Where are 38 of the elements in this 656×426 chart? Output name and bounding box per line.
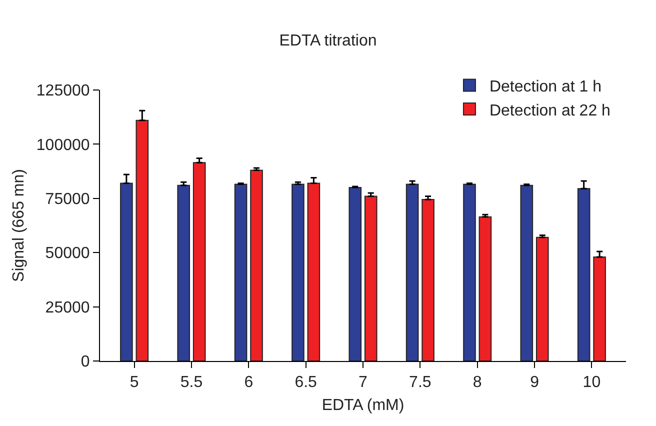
y-tick-label: 0 bbox=[80, 354, 90, 371]
y-tick-label: 125000 bbox=[36, 82, 90, 100]
x-tick-label: 7.5 bbox=[409, 374, 432, 392]
x-axis-title: EDTA (mM) bbox=[322, 396, 404, 414]
bar bbox=[177, 184, 190, 361]
x-tick-label: 9 bbox=[530, 374, 540, 392]
bar bbox=[292, 184, 304, 361]
bar bbox=[192, 162, 206, 361]
x-tick-label: 8 bbox=[472, 374, 482, 392]
legend-label: Detection at 1 h bbox=[489, 78, 602, 96]
bar bbox=[120, 182, 133, 361]
bar bbox=[463, 184, 476, 361]
x-tick-label: 6 bbox=[244, 374, 254, 392]
bar bbox=[577, 188, 590, 361]
y-axis-title: Signal (665 mn) bbox=[10, 169, 28, 282]
bar bbox=[422, 198, 434, 361]
x-tick-label: 5.5 bbox=[180, 374, 203, 392]
bar bbox=[520, 184, 534, 361]
bar bbox=[250, 170, 263, 361]
bar bbox=[478, 216, 492, 361]
x-tick-label: 6.5 bbox=[294, 374, 318, 392]
bar bbox=[406, 184, 419, 361]
bar bbox=[536, 236, 549, 361]
chart-title: EDTA titration bbox=[279, 32, 377, 50]
x-tick-label: 5 bbox=[130, 374, 139, 392]
bar bbox=[307, 182, 320, 361]
bar bbox=[234, 184, 248, 361]
legend-label: Detection at 22 h bbox=[489, 102, 610, 120]
bar bbox=[364, 196, 378, 361]
y-tick-label: 100000 bbox=[36, 136, 90, 154]
x-tick-label: 7 bbox=[358, 374, 368, 392]
bar bbox=[136, 120, 149, 361]
x-tick-label: 10 bbox=[582, 374, 601, 392]
bar bbox=[348, 187, 362, 361]
y-tick-label: 25000 bbox=[45, 299, 90, 316]
y-tick-label: 50000 bbox=[45, 245, 90, 262]
y-tick-label: 75000 bbox=[45, 191, 90, 208]
bar bbox=[593, 256, 606, 361]
